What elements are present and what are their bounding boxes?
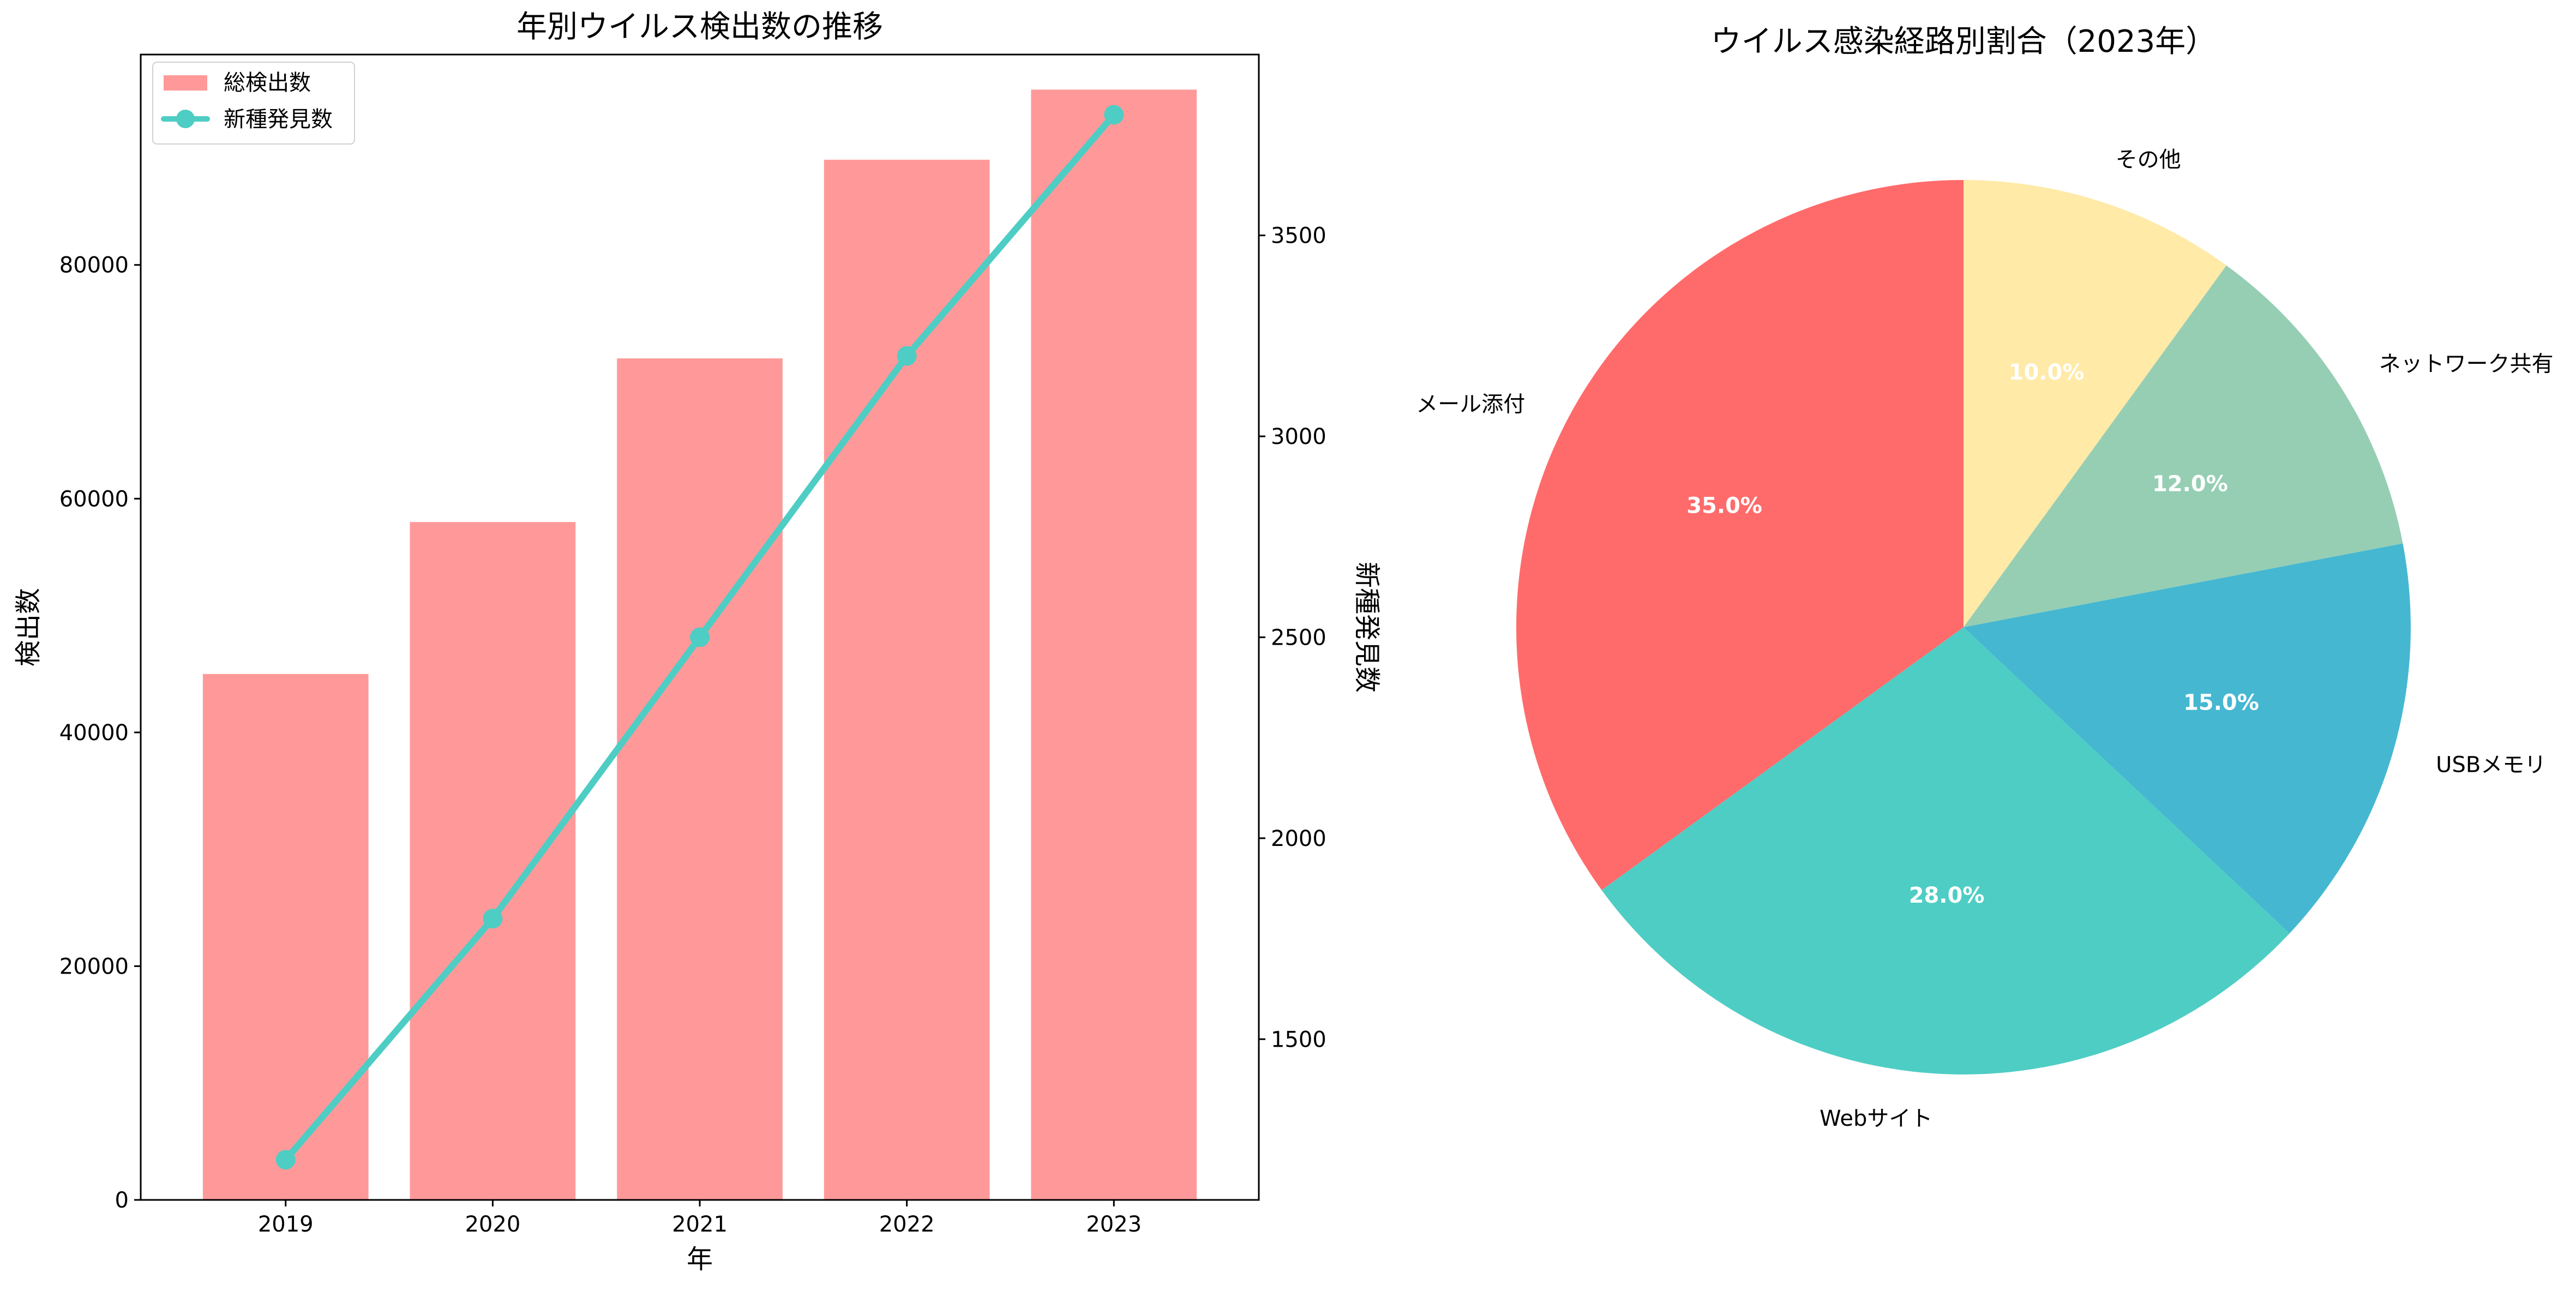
legend-label-line: 新種発見数: [224, 107, 333, 132]
pie-chart-title: ウイルス感染経路別割合（2023年）: [1711, 24, 2217, 59]
legend-label-bar: 総検出数: [224, 70, 311, 95]
pie-pct-label: 28.0%: [1909, 883, 1985, 908]
pie-chart: ウイルス感染経路別割合（2023年） 35.0% メール添付 28.0% Webサイト…: [1416, 24, 2553, 1131]
pie-category-label: Webサイト: [1820, 1106, 1932, 1131]
pie-slice-その他: [1963, 180, 2226, 627]
y-tick-label: 80000: [59, 253, 129, 278]
bar-2019: [202, 674, 369, 1200]
pie-category-label: メール添付: [1416, 392, 1525, 417]
y2-tick-label: 3500: [1271, 224, 1326, 249]
x-tick-label: 2023: [1086, 1212, 1142, 1237]
right-y-axis: 1500 2000 2500 3000 3500: [1259, 224, 1326, 1052]
x-tick-label: 2019: [258, 1212, 314, 1237]
bar-chart-title: 年別ウイルス検出数の推移: [517, 9, 883, 45]
right-y-axis-title: 新種発見数: [1352, 562, 1382, 693]
bar-2022: [824, 159, 990, 1200]
y2-tick-label: 1500: [1271, 1027, 1326, 1052]
legend-swatch-bar: [164, 75, 207, 91]
pie-slice-USBメモリ: [1963, 543, 2411, 934]
left-y-axis: 0 20000 40000 60000 80000: [59, 253, 141, 1213]
y-tick-label: 0: [115, 1188, 129, 1213]
legend: 総検出数 新種発見数: [152, 62, 355, 145]
pie-slice-メール添付: [1516, 180, 1963, 890]
bar-2020: [410, 522, 576, 1200]
x-tick-label: 2021: [672, 1212, 728, 1237]
bar-2021: [617, 358, 783, 1200]
y2-tick-label: 2000: [1271, 826, 1326, 851]
pie-category-label: その他: [2116, 147, 2181, 172]
pie-pct-label: 15.0%: [2183, 690, 2259, 715]
x-tick-label: 2022: [879, 1212, 935, 1237]
y2-tick-label: 2500: [1271, 625, 1326, 650]
pie-slice-Webサイト: [1601, 627, 2290, 1074]
line-point-2023: [1104, 105, 1124, 125]
x-axis-title: 年: [687, 1244, 713, 1275]
bar-series: [202, 89, 1197, 1200]
pie-category-label: ネットワーク共有: [2379, 352, 2554, 377]
pie-slice-ネットワーク共有: [1963, 265, 2403, 627]
line-point-2019: [275, 1150, 296, 1170]
bar-line-chart: 年別ウイルス検出数の推移 0 20000 40000 60000 80000 1500 2…: [13, 9, 1382, 1275]
y2-tick-label: 3000: [1271, 424, 1326, 449]
y-tick-label: 60000: [59, 487, 129, 512]
line-point-2020: [483, 909, 503, 929]
pie-pct-label: 12.0%: [2152, 471, 2228, 496]
pie-labels: 35.0% メール添付 28.0% Webサイト 15.0% USBメモリ 12.0% ネット…: [1416, 147, 2553, 1131]
line-point-2022: [897, 346, 917, 366]
x-tick-label: 2020: [465, 1212, 520, 1237]
pie-pct-label: 10.0%: [2009, 360, 2085, 385]
pie-slices: [1516, 180, 2411, 1074]
line-series: [275, 105, 1124, 1170]
pie-pct-label: 35.0%: [1686, 494, 1762, 519]
pie-category-label: USBメモリ: [2436, 753, 2546, 778]
y-tick-label: 20000: [59, 954, 129, 979]
line-point-2021: [690, 627, 710, 647]
x-axis: 2019 2020 2021 2022 2023: [258, 1200, 1142, 1237]
left-y-axis-title: 検出数: [13, 588, 44, 666]
y-tick-label: 40000: [59, 720, 129, 746]
legend-swatch-marker: [176, 110, 195, 128]
bar-2023: [1031, 89, 1197, 1200]
